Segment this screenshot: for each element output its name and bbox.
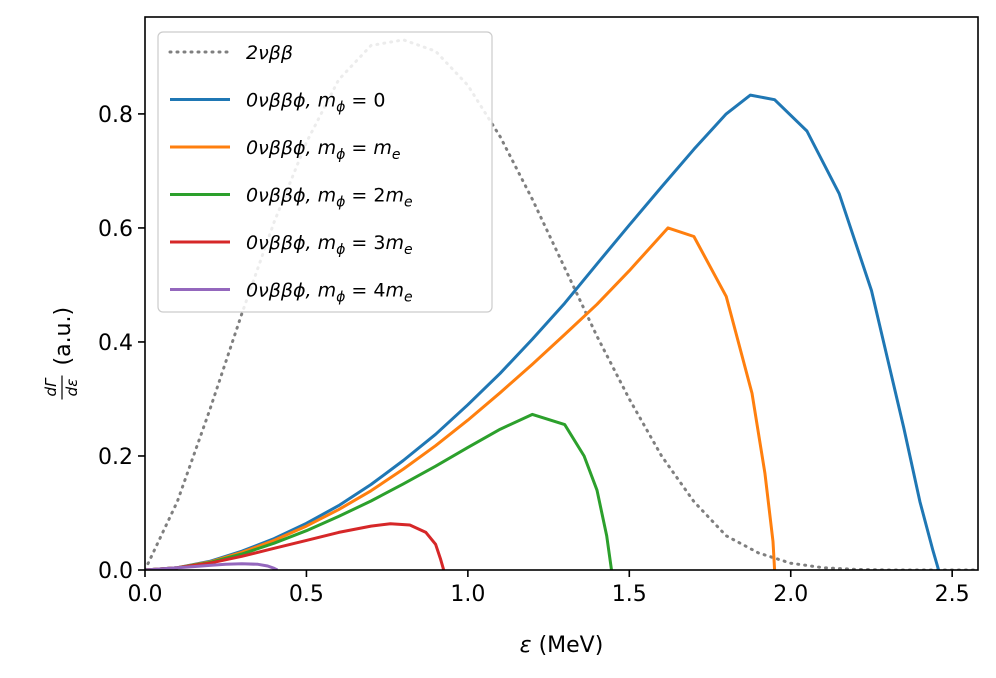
y-tick-label: 0.8 (98, 103, 133, 128)
y-label-denominator: dε (63, 379, 81, 397)
x-tick-label: 0.0 (128, 582, 163, 607)
axes-frame (144, 16, 979, 571)
y-tick-label: 0.4 (98, 331, 133, 356)
legend-box (157, 31, 493, 313)
legend-label-1: 0νββϕ, mϕ = 0 (246, 90, 385, 116)
series-line-4 (145, 522, 446, 570)
y-tick-label: 0.6 (98, 217, 133, 242)
legend-label-0: 2νββ (246, 42, 293, 64)
series-line-5 (145, 562, 279, 570)
legend-label-5: 0νββϕ, mϕ = 4me (246, 280, 413, 306)
y-label-numerator: dΓ (42, 377, 60, 397)
legend: 2νββ 0νββϕ, mϕ = 0 0νββϕ, mϕ = me 0νββϕ, mϕ… (157, 31, 493, 313)
x-tick-label: 1.5 (612, 582, 647, 607)
legend-label-2: 0νββϕ, mϕ = me (246, 137, 400, 163)
axis-labels: ε (MeV) dΓ dε (a.u.) (42, 307, 603, 658)
y-tick-label: 0.0 (98, 559, 133, 584)
x-tick-label: 1.0 (450, 582, 485, 607)
x-axis-label: ε (MeV) (520, 633, 604, 658)
y-axis-label: dΓ dε (a.u.) (42, 307, 81, 400)
x-tick-label: 2.5 (935, 582, 970, 607)
series-line-2 (145, 226, 777, 570)
legend-label-3: 0νββϕ, mϕ = 2me (246, 185, 413, 211)
y-label-suffix: (a.u.) (51, 307, 76, 366)
series-line-1 (145, 93, 941, 570)
axes: 0.0 0.5 1.0 1.5 2.0 2.5 0.0 0.2 0.4 0.6 0.8 (98, 16, 979, 607)
legend-label-4: 0νββϕ, mϕ = 3me (246, 232, 413, 258)
x-tick-label: 2.0 (773, 582, 808, 607)
series-line-3 (145, 412, 613, 570)
x-tick-label: 0.5 (289, 582, 324, 607)
y-tick-label: 0.2 (98, 445, 133, 470)
